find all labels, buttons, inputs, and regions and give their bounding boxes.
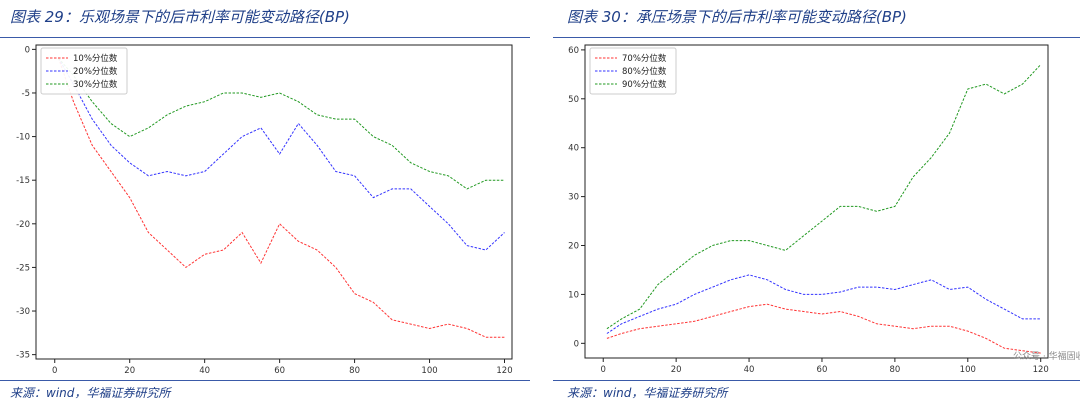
source-divider <box>553 380 1080 381</box>
plot-area <box>584 44 1049 359</box>
y-tick-label: -20 <box>16 220 30 230</box>
y-tick-label: 50 <box>568 95 579 105</box>
y-tick-label: -25 <box>16 263 30 273</box>
legend-box <box>40 47 128 95</box>
title-divider <box>0 37 530 38</box>
y-tick-label: 20 <box>568 242 579 252</box>
title-divider <box>553 37 1080 38</box>
x-tick-label: 80 <box>889 365 900 375</box>
x-tick-label: 120 <box>1033 365 1049 375</box>
series-line <box>58 57 505 251</box>
legend-label: 70%分位数 <box>622 53 667 64</box>
series-line <box>58 57 505 338</box>
x-tick-label: 20 <box>671 365 682 375</box>
source-note: 来源：wind，华福证券研究所 <box>10 386 171 400</box>
x-tick-label: 40 <box>199 366 210 376</box>
series-line <box>606 64 1042 330</box>
chart-title: 图表 29：乐观场景下的后市利率可能变动路径(BP) <box>10 8 350 26</box>
y-tick-label: 10 <box>568 290 579 300</box>
y-tick-label: 0 <box>25 45 30 55</box>
x-tick-label: 40 <box>744 365 755 375</box>
series-line <box>606 303 1041 354</box>
x-tick-label: 0 <box>52 366 57 376</box>
y-tick-label: 30 <box>568 193 579 203</box>
legend-label: 20%分位数 <box>73 66 118 77</box>
legend-label: 90%分位数 <box>622 79 667 90</box>
x-tick-label: 120 <box>496 366 512 376</box>
chart-title: 图表 30：承压场景下的后市利率可能变动路径(BP) <box>567 8 907 26</box>
left-chart-panel: 图表 29：乐观场景下的后市利率可能变动路径(BP) 0 -5 -10 -15 -20 -… <box>0 0 530 407</box>
y-tick-label: -10 <box>16 133 30 143</box>
y-tick-label: 0 <box>574 339 579 349</box>
x-tick-label: 100 <box>421 366 437 376</box>
x-tick-label: 20 <box>124 366 135 376</box>
y-tick-label: 40 <box>568 144 579 154</box>
watermark: 公众号 · 华福固收研究 <box>1009 337 1080 373</box>
source-divider <box>0 380 530 381</box>
x-tick-label: 60 <box>274 366 285 376</box>
y-tick-label: -15 <box>16 176 30 186</box>
x-tick-label: 80 <box>349 366 360 376</box>
line-chart-stressed: 0 10 20 30 40 50 60 0 20 40 60 80 100 120 70%分位数 80%分位数… <box>568 44 1049 375</box>
x-tick-label: 60 <box>817 365 828 375</box>
x-tick-label: 0 <box>601 365 606 375</box>
right-chart-panel: 图表 30：承压场景下的后市利率可能变动路径(BP) 0 10 20 30 40 50 60… <box>553 0 1080 407</box>
series-line <box>606 274 1041 334</box>
line-chart-optimistic: 0 -5 -10 -15 -20 -25 -30 -35 0 20 40 60 80 100 120 10%分… <box>16 44 513 376</box>
x-tick-label: 100 <box>960 365 976 375</box>
y-tick-label: 60 <box>568 46 579 56</box>
y-tick-label: -5 <box>22 89 30 99</box>
y-tick-label: -35 <box>16 351 30 361</box>
source-note: 来源：wind，华福证券研究所 <box>567 386 728 400</box>
watermark-text: 公众号 · 华福固收研究 <box>1013 351 1080 362</box>
plot-area <box>35 44 513 360</box>
legend-label: 10%分位数 <box>73 53 118 64</box>
legend-label: 80%分位数 <box>622 66 667 77</box>
legend-box <box>589 47 677 95</box>
y-tick-label: -30 <box>16 307 30 317</box>
legend-label: 30%分位数 <box>73 79 118 90</box>
series-line <box>58 57 505 190</box>
